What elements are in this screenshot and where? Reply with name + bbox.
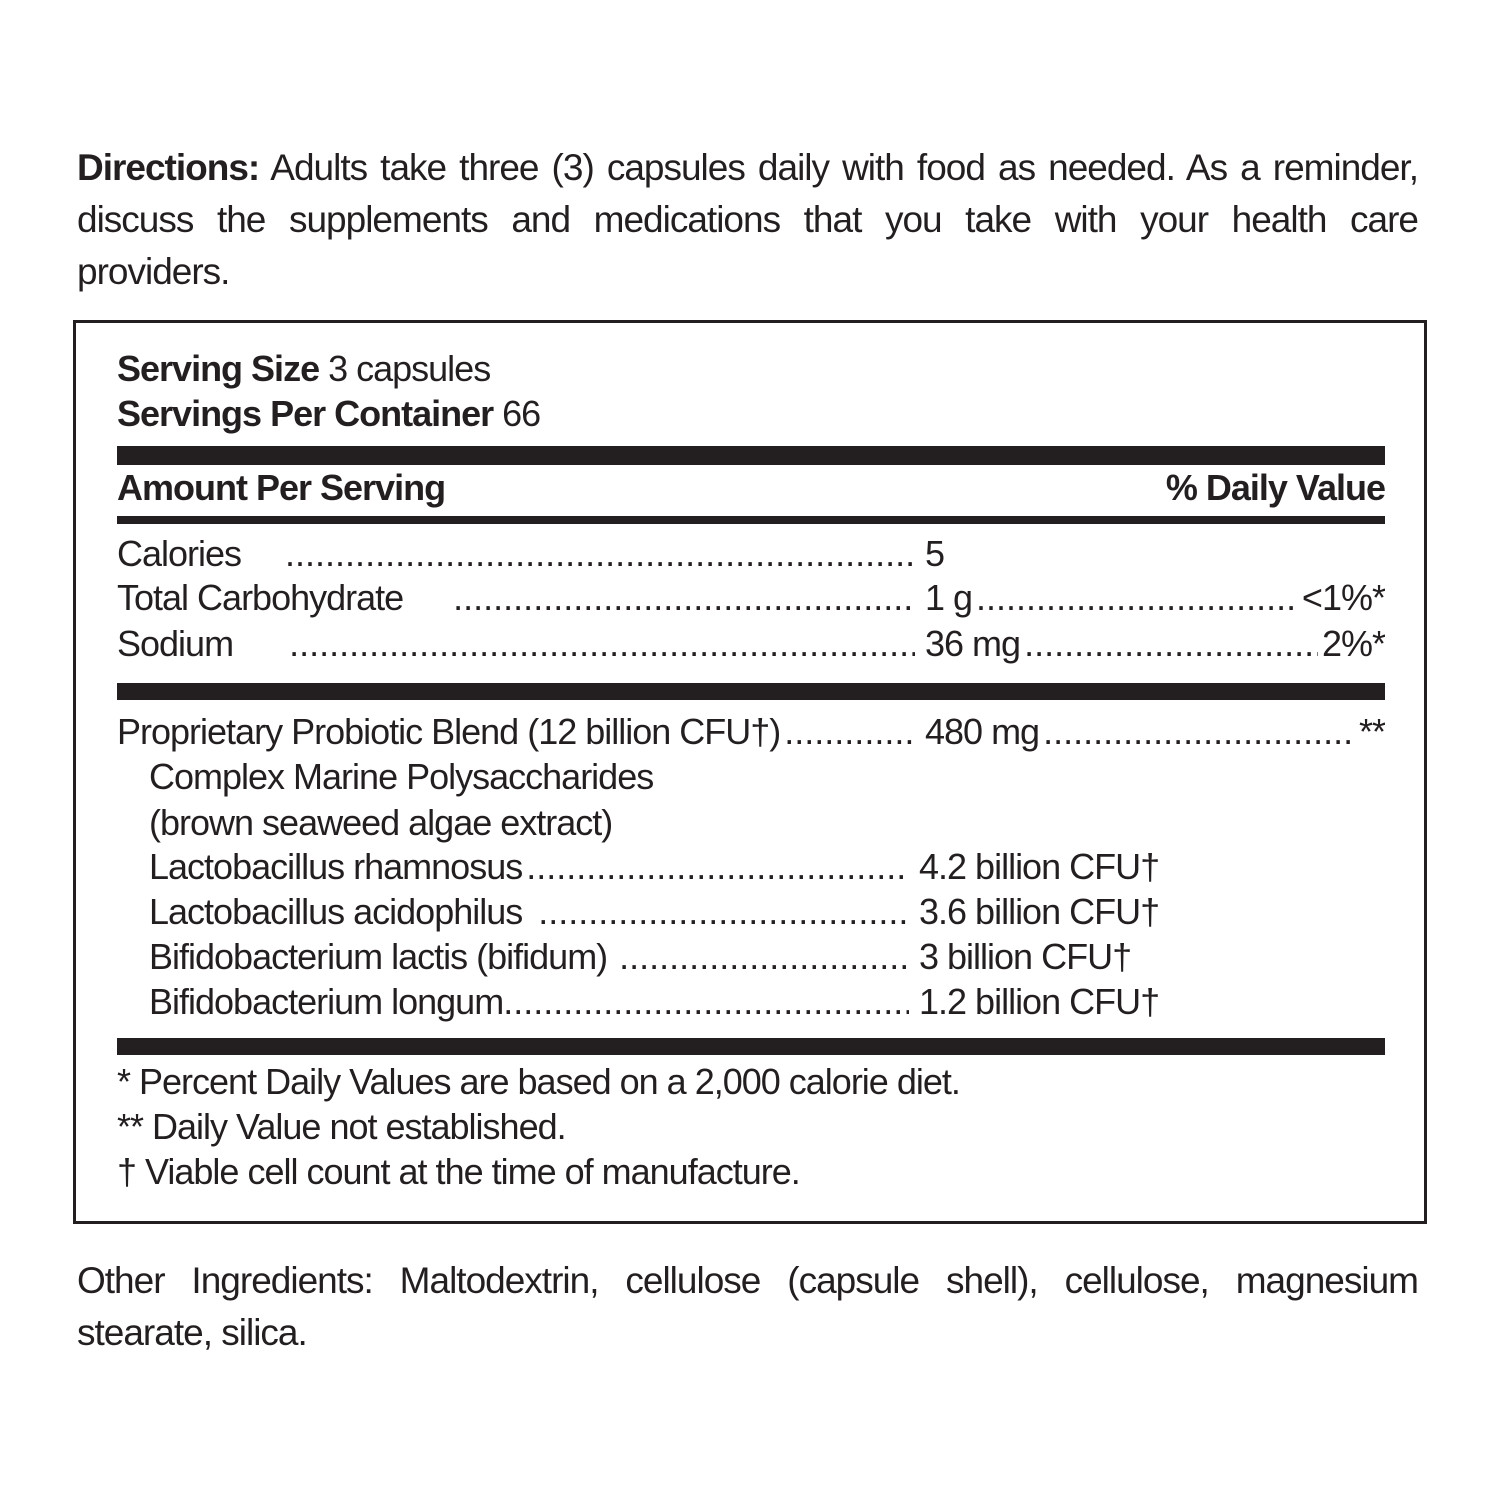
strain-name: Bifidobacterium longum — [149, 981, 504, 1022]
strain-amount: 3 billion CFU† — [919, 936, 1132, 977]
nutrient-amount: 5 — [925, 533, 945, 574]
serving-size: Serving Size 3 capsules — [117, 348, 1385, 390]
strain-amount: 4.2 billion CFU† — [919, 846, 1160, 887]
blend-sub-text: (brown seaweed algae extract) — [149, 802, 613, 843]
directions-body: Adults take three (3) capsules daily wit… — [77, 147, 1419, 292]
nutrient-dv: 2%* — [1321, 623, 1385, 664]
strain-row: Lactobacillus rhamnosus 4.2 billion CFU† — [117, 845, 1385, 889]
footnote: * Percent Daily Values are based on a 2,… — [117, 1060, 1385, 1104]
thick-divider — [117, 446, 1385, 465]
nutrient-row: Sodium 36 mg 2%* — [117, 622, 1385, 666]
dot-leader — [619, 935, 909, 979]
dot-leader — [453, 576, 915, 620]
blend-sub-text: Complex Marine Polysaccharides — [149, 756, 654, 797]
dot-leader — [976, 576, 1298, 620]
strain-row: Bifidobacterium longum 1.2 billion CFU† — [117, 980, 1385, 1024]
daily-value-header: % Daily Value — [1165, 467, 1386, 508]
strain-name: Bifidobacterium lactis (bifidum) — [149, 936, 608, 977]
amount-header-row: Amount Per Serving % Daily Value — [117, 467, 1386, 509]
amount-per-serving-header: Amount Per Serving — [117, 467, 446, 508]
dot-leader — [289, 622, 915, 666]
nutrient-amount: 36 mg — [925, 623, 1021, 664]
servings-label: Servings Per Container — [117, 393, 494, 434]
footnote: † Viable cell count at the time of manuf… — [117, 1150, 1385, 1194]
footnote: ** Daily Value not established. — [117, 1105, 1385, 1149]
nutrient-name: Sodium — [117, 623, 234, 664]
serving-size-label: Serving Size — [117, 348, 320, 389]
strain-name: Lactobacillus acidophilus — [149, 891, 523, 932]
footnote-text: † Viable cell count at the time of manuf… — [117, 1151, 801, 1192]
footnote-text: * Percent Daily Values are based on a 2,… — [117, 1061, 961, 1102]
blend-name: Proprietary Probiotic Blend (12 billion … — [117, 711, 781, 752]
blend-dv: ** — [1358, 711, 1385, 752]
directions-text: Directions: Adults take three (3) capsul… — [77, 142, 1419, 298]
thick-divider — [117, 1038, 1385, 1055]
servings-value: 66 — [493, 393, 541, 434]
directions-label: Directions: — [77, 147, 260, 188]
strain-amount: 1.2 billion CFU† — [919, 981, 1160, 1022]
strain-row: Lactobacillus acidophilus 3.6 billion CF… — [117, 890, 1385, 934]
nutrient-row: Total Carbohydrate 1 g <1%* — [117, 576, 1385, 620]
other-ingredients: Other Ingredients: Maltodextrin, cellulo… — [77, 1260, 1419, 1353]
dot-leader — [538, 890, 909, 934]
blend-sub-line: (brown seaweed algae extract) — [117, 801, 1417, 845]
serving-size-value: 3 capsules — [319, 348, 491, 389]
blend-sub-line: Complex Marine Polysaccharides — [117, 755, 1417, 799]
dot-leader — [526, 845, 909, 889]
blend-amount: 480 mg — [925, 711, 1040, 752]
dot-leader — [1024, 622, 1318, 666]
dot-leader — [503, 980, 909, 1024]
thick-divider — [117, 683, 1385, 700]
servings-per-container: Servings Per Container 66 — [117, 393, 1385, 435]
nutrient-name: Total Carbohydrate — [117, 577, 404, 618]
strain-name: Lactobacillus rhamnosus — [149, 846, 523, 887]
nutrient-dv: <1%* — [1301, 577, 1385, 618]
nutrient-row: Calories 5 — [117, 532, 1385, 576]
dot-leader — [285, 532, 915, 576]
nutrient-name: Calories — [117, 533, 242, 574]
dot-leader — [784, 710, 915, 754]
footnote-text: ** Daily Value not established. — [117, 1106, 567, 1147]
strain-amount: 3.6 billion CFU† — [919, 891, 1160, 932]
supplement-facts-box — [73, 320, 1427, 1224]
strain-row: Bifidobacterium lactis (bifidum) 3 billi… — [117, 935, 1385, 979]
dot-leader — [1043, 710, 1355, 754]
medium-divider — [117, 516, 1385, 524]
nutrient-amount: 1 g — [925, 577, 973, 618]
blend-row: Proprietary Probiotic Blend (12 billion … — [117, 710, 1385, 754]
